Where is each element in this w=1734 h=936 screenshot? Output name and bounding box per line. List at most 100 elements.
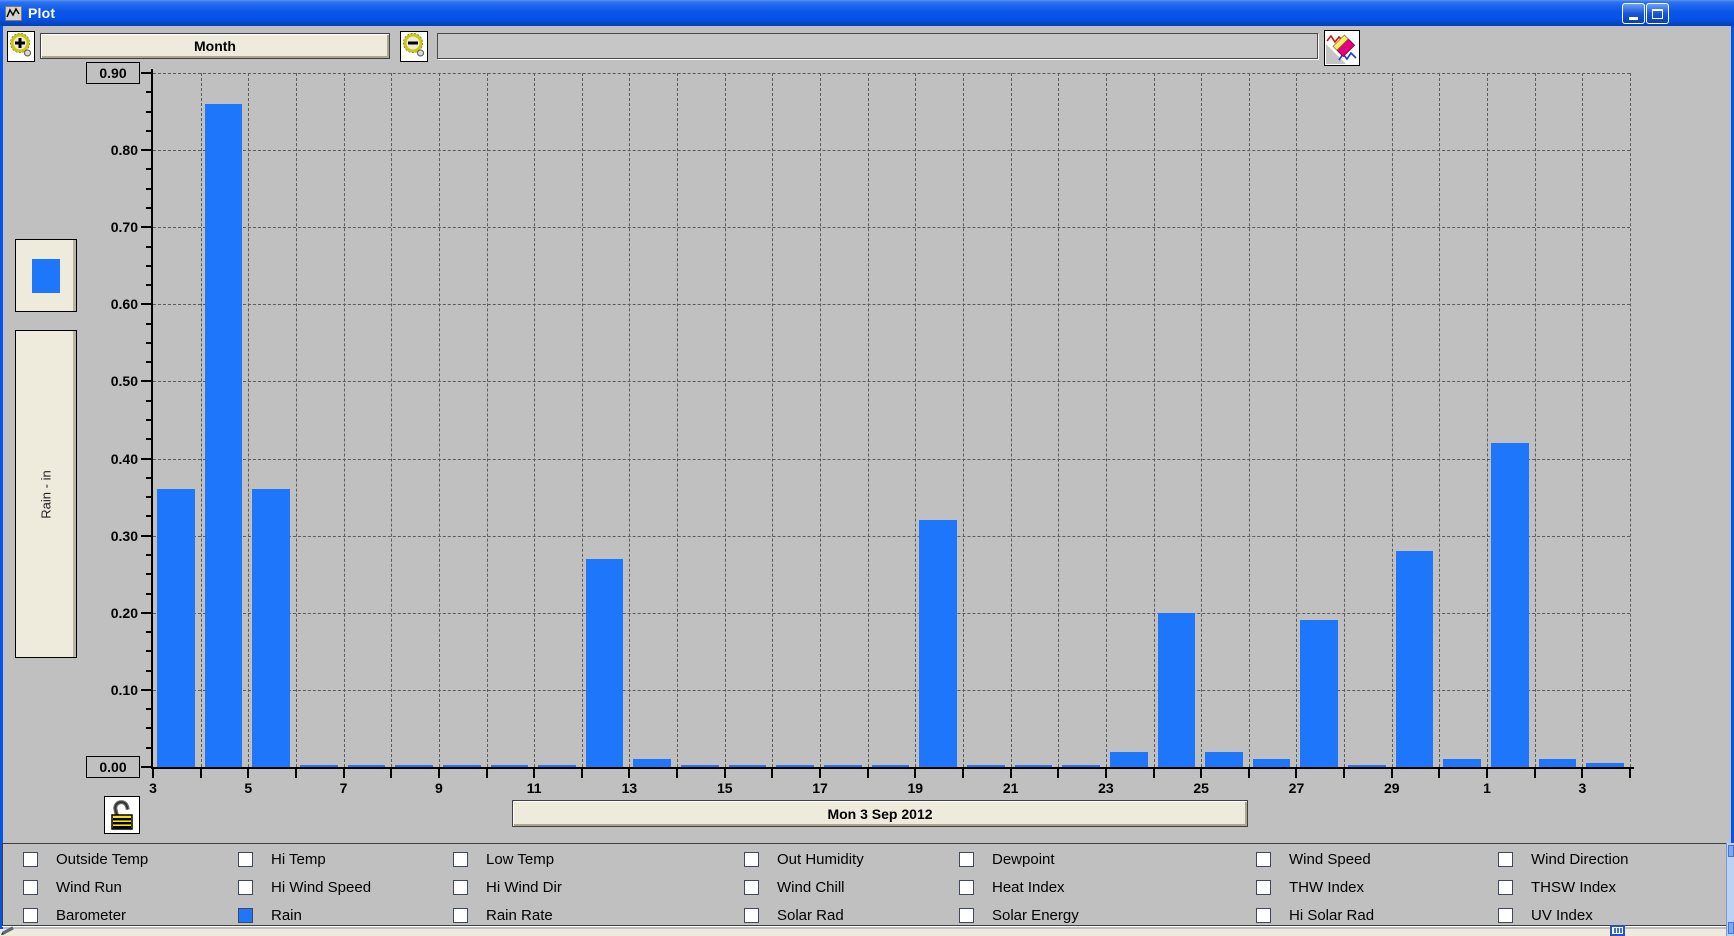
bar-day-19 <box>919 520 957 767</box>
checkbox-label-rain-rate: Rain Rate <box>486 907 553 924</box>
bar-day-27 <box>1300 620 1339 767</box>
v-gridline <box>1534 73 1536 767</box>
checkbox-hi-wind-dir[interactable] <box>453 880 468 895</box>
date-label: Mon 3 Sep 2012 <box>827 805 933 822</box>
x-axis-tick <box>1152 769 1155 778</box>
y-axis-tick <box>146 727 151 730</box>
bar-day-18 <box>871 765 910 767</box>
checkbox-rain[interactable] <box>238 908 253 923</box>
bar-day-8 <box>395 765 433 767</box>
y-axis-tick <box>146 573 151 576</box>
y-axis-tick <box>141 457 151 460</box>
minimize-button[interactable] <box>1622 3 1645 24</box>
x-axis-tick <box>771 769 774 778</box>
checkbox-out-humidity[interactable] <box>744 852 759 867</box>
x-axis-label: 3 <box>1578 780 1587 796</box>
legend-rain-button[interactable] <box>15 239 77 312</box>
checkbox-solar-energy[interactable] <box>959 908 974 923</box>
x-axis-tick <box>1295 769 1298 778</box>
h-gridline <box>153 227 1630 229</box>
checkbox-label-solar-energy: Solar Energy <box>992 907 1079 924</box>
background-window-strip <box>0 929 1734 936</box>
checkbox-heat-index[interactable] <box>959 880 974 895</box>
checkbox-barometer[interactable] <box>23 908 38 923</box>
x-axis-label: 5 <box>244 780 253 796</box>
checkbox-uv-index[interactable] <box>1498 908 1513 923</box>
x-axis-tick <box>485 769 488 778</box>
y-axis-label: 0.70 <box>110 219 138 236</box>
x-axis-tick <box>294 769 297 778</box>
bar-day-7 <box>347 765 386 767</box>
y-axis-tick <box>146 631 151 634</box>
checkbox-rain-rate[interactable] <box>453 908 468 923</box>
checkbox-label-dewpoint: Dewpoint <box>992 851 1055 868</box>
v-gridline <box>1487 73 1489 767</box>
zoom-in-button[interactable] <box>7 31 35 62</box>
x-axis-tick <box>1629 769 1631 778</box>
h-gridline <box>153 612 1630 614</box>
x-axis-label: 7 <box>339 780 348 796</box>
checkbox-wind-run[interactable] <box>23 880 38 895</box>
checkbox-wind-direction[interactable] <box>1498 852 1513 867</box>
pencil-icon <box>1 926 14 935</box>
bar-day-26 <box>1252 759 1291 767</box>
bar-day-13 <box>633 759 672 767</box>
bar-day-12 <box>585 558 624 767</box>
checkbox-thw-index[interactable] <box>1256 880 1271 895</box>
checkbox-wind-chill[interactable] <box>744 880 759 895</box>
y-axis-tick <box>146 129 151 132</box>
y-axis-tick <box>146 746 151 749</box>
date-button[interactable]: Mon 3 Sep 2012 <box>512 800 1248 827</box>
h-gridline <box>153 150 1630 152</box>
y-axis-tick <box>146 496 151 499</box>
bar-day-17 <box>824 765 862 767</box>
x-axis-label: 23 <box>1098 780 1114 796</box>
legend-rain-swatch <box>32 258 60 293</box>
maximize-button[interactable] <box>1646 3 1669 24</box>
x-axis-tick <box>1343 769 1346 778</box>
background-scrollbar[interactable] <box>1726 843 1734 936</box>
x-axis-tick <box>437 769 440 778</box>
v-gridline <box>629 73 631 767</box>
checkbox-outside-temp[interactable] <box>23 852 38 867</box>
titlebar: Plot <box>0 0 1734 26</box>
magnifier-plus-icon <box>10 33 31 57</box>
checkbox-thsw-index[interactable] <box>1498 880 1513 895</box>
bar-day-14 <box>681 765 719 767</box>
bar-day-10 <box>490 765 529 767</box>
x-axis-tick <box>676 769 679 778</box>
zoom-out-button[interactable] <box>400 31 428 62</box>
checkbox-dewpoint[interactable] <box>959 852 974 867</box>
checkbox-hi-solar-rad[interactable] <box>1256 908 1271 923</box>
v-gridline <box>1248 73 1250 767</box>
checkbox-solar-rad[interactable] <box>744 908 759 923</box>
v-gridline <box>295 73 297 767</box>
y-axis-tick <box>146 361 151 364</box>
bar-day-15 <box>728 765 767 767</box>
y-axis-tick <box>146 592 151 595</box>
y-axis-label: 0.30 <box>110 527 138 544</box>
span-month-button[interactable]: Month <box>40 33 390 59</box>
checkbox-low-temp[interactable] <box>453 852 468 867</box>
checkbox-hi-wind-speed[interactable] <box>238 880 253 895</box>
checkbox-label-heat-index: Heat Index <box>992 879 1065 896</box>
checkbox-wind-speed[interactable] <box>1256 852 1271 867</box>
checkbox-label-thsw-index: THSW Index <box>1531 879 1617 896</box>
x-axis-label: 17 <box>812 780 828 796</box>
checkbox-hi-temp[interactable] <box>238 852 253 867</box>
clear-plot-button[interactable] <box>1324 30 1360 66</box>
v-gridline <box>581 73 583 767</box>
x-axis-label: 19 <box>907 780 924 796</box>
bar-day-2 <box>1538 759 1577 767</box>
x-axis-label: 29 <box>1383 780 1400 796</box>
y-axis-tick <box>146 284 151 287</box>
bar-day-22 <box>1062 765 1100 767</box>
window-body <box>0 26 1734 930</box>
v-gridline <box>1058 73 1060 767</box>
lock-scale-button[interactable] <box>104 796 140 834</box>
y-axis-tick <box>146 669 151 672</box>
y-axis-units-button[interactable]: Rain - in <box>15 330 77 658</box>
x-axis-line <box>151 767 1634 769</box>
bar-day-30 <box>1443 759 1482 767</box>
